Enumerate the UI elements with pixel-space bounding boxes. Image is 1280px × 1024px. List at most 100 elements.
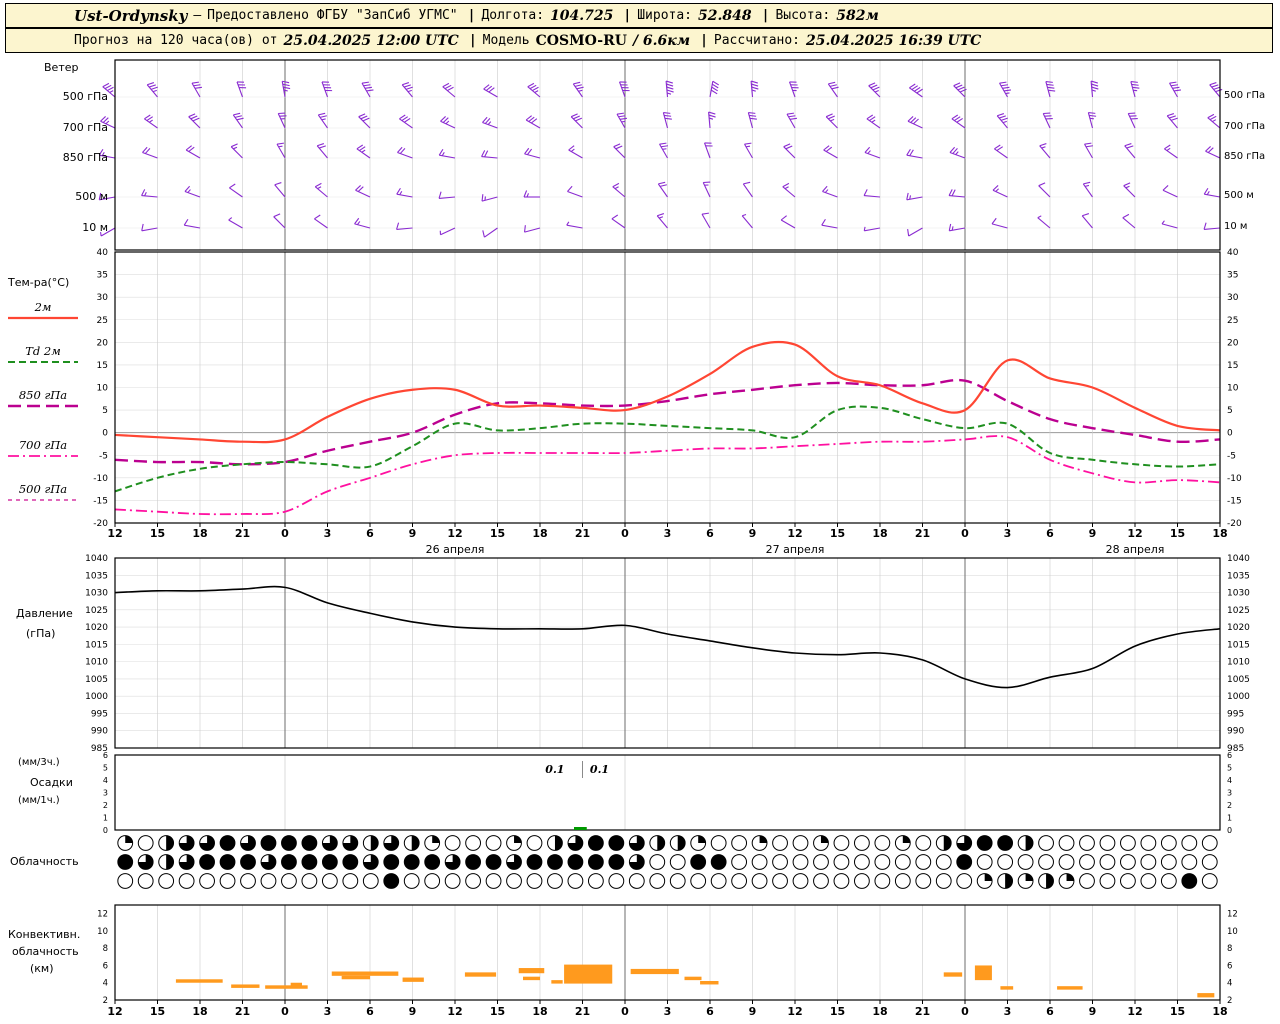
svg-text:21: 21	[915, 527, 930, 540]
svg-text:6: 6	[706, 527, 714, 540]
svg-text:6: 6	[706, 1005, 714, 1018]
header-line-1: Ust-Ordynsky — Предоставлено ФГБУ "ЗапСи…	[5, 3, 1273, 28]
svg-text:4: 4	[1227, 776, 1232, 785]
wind-level-label-right-500m: 500 м	[1224, 190, 1254, 201]
convective-bar	[175, 979, 223, 983]
svg-text:40: 40	[1227, 248, 1239, 258]
convective-label-2: облачность	[12, 945, 79, 958]
svg-text:21: 21	[575, 1005, 590, 1018]
svg-text:12: 12	[97, 910, 108, 920]
precip-panel-frame	[114, 754, 1221, 831]
run-time: 25.04.2025 12:00 UTC	[283, 32, 459, 49]
wind-level-label-right-700hpa: 700 гПа	[1224, 121, 1266, 132]
precip-name-label: Осадки	[30, 776, 73, 789]
svg-text:1020: 1020	[1227, 623, 1250, 633]
legend-label-t700: 700 гПа	[18, 438, 68, 452]
svg-text:18: 18	[1212, 1005, 1227, 1018]
svg-text:1000: 1000	[1227, 692, 1250, 702]
svg-text:18: 18	[872, 527, 887, 540]
model-label: Модель	[482, 33, 530, 48]
svg-text:0.1: 0.1	[590, 763, 609, 776]
svg-text:-5: -5	[1227, 451, 1236, 461]
wind-panel-frame	[114, 59, 1221, 251]
longitude-label: Долгота:	[481, 8, 545, 23]
svg-text:5: 5	[1227, 764, 1232, 773]
altitude-value: 582м	[836, 7, 879, 24]
svg-text:1010: 1010	[85, 658, 108, 668]
svg-text:0: 0	[281, 1005, 289, 1018]
svg-text:12: 12	[1127, 527, 1142, 540]
svg-text:15: 15	[97, 361, 108, 371]
wind-level-label-left-850hpa: 850 гПа	[62, 151, 108, 164]
svg-text:2: 2	[1227, 801, 1232, 810]
svg-text:15: 15	[1227, 361, 1238, 371]
svg-text:1035: 1035	[1227, 571, 1250, 581]
legend-label-t2m: 2м	[34, 300, 52, 314]
svg-text:15: 15	[150, 527, 165, 540]
svg-text:3: 3	[1227, 789, 1232, 798]
svg-text:0: 0	[961, 527, 969, 540]
svg-text:-15: -15	[93, 496, 108, 506]
svg-text:18: 18	[192, 1005, 207, 1018]
svg-text:1015: 1015	[1227, 640, 1250, 650]
svg-text:0: 0	[281, 527, 289, 540]
svg-text:985: 985	[91, 744, 108, 754]
convective-bar	[943, 972, 963, 977]
svg-text:18: 18	[192, 527, 207, 540]
svg-text:6: 6	[1046, 527, 1054, 540]
svg-text:3: 3	[324, 527, 332, 540]
svg-text:9: 9	[409, 1005, 417, 1018]
svg-text:10: 10	[1227, 384, 1239, 394]
convective-bar	[1057, 986, 1083, 990]
svg-text:5: 5	[102, 406, 108, 416]
svg-text:8: 8	[103, 944, 108, 954]
cloudiness-panel-label: Облачность	[10, 855, 79, 868]
separator-dash: —	[193, 8, 202, 23]
convective-bar	[290, 982, 302, 987]
svg-text:3: 3	[103, 789, 108, 798]
svg-text:20: 20	[1227, 338, 1239, 348]
svg-text:8: 8	[1227, 944, 1232, 954]
separator-pipe: |	[700, 33, 708, 48]
temp-series-Td 2м	[114, 405, 1221, 493]
convective-bar	[700, 981, 719, 985]
forecast-prefix: Прогноз на 120 часа(ов) от	[74, 33, 278, 48]
pressure-panel-frame	[114, 557, 1221, 749]
svg-text:995: 995	[1227, 709, 1244, 719]
svg-text:0.1: 0.1	[545, 763, 564, 776]
separator-pipe: |	[623, 8, 632, 23]
provider-text: Предоставлено ФГБУ "ЗапСиб УГМС"	[207, 8, 458, 23]
svg-text:1005: 1005	[85, 675, 108, 685]
temp-series-2м	[114, 340, 1221, 444]
svg-text:1: 1	[103, 814, 108, 823]
calc-time: 25.04.2025 16:39 UTC	[806, 32, 982, 49]
wind-level-label-left-10m: 10 м	[82, 221, 108, 234]
svg-text:10: 10	[97, 927, 108, 937]
temperature-panel-label: Тем-ра(°C)	[8, 276, 70, 289]
svg-text:15: 15	[1170, 1005, 1185, 1018]
svg-text:1010: 1010	[1227, 658, 1250, 668]
svg-text:15: 15	[830, 527, 845, 540]
svg-text:2: 2	[1227, 996, 1232, 1006]
temp-series-700 гПа	[114, 435, 1221, 516]
temp-series-850 гПа	[114, 378, 1221, 466]
svg-text:1035: 1035	[85, 571, 108, 581]
latitude-value: 52.848	[698, 7, 752, 24]
separator-pipe: |	[467, 8, 476, 23]
convective-bar	[523, 976, 540, 981]
svg-text:21: 21	[915, 1005, 930, 1018]
svg-text:18: 18	[532, 1005, 547, 1018]
svg-text:9: 9	[749, 1005, 757, 1018]
pressure-panel-label: Давление	[16, 607, 73, 620]
svg-text:18: 18	[532, 527, 547, 540]
calc-label: Рассчитано:	[713, 33, 800, 48]
svg-text:12: 12	[1227, 910, 1238, 920]
svg-text:-20: -20	[1227, 519, 1242, 529]
svg-text:1000: 1000	[85, 692, 108, 702]
convective-bar	[231, 984, 260, 988]
svg-text:2: 2	[103, 801, 108, 810]
svg-text:35: 35	[1227, 271, 1238, 281]
wind-level-label-right-850hpa: 850 гПа	[1224, 151, 1266, 162]
svg-text:0: 0	[621, 527, 629, 540]
svg-text:1030: 1030	[1227, 589, 1250, 599]
